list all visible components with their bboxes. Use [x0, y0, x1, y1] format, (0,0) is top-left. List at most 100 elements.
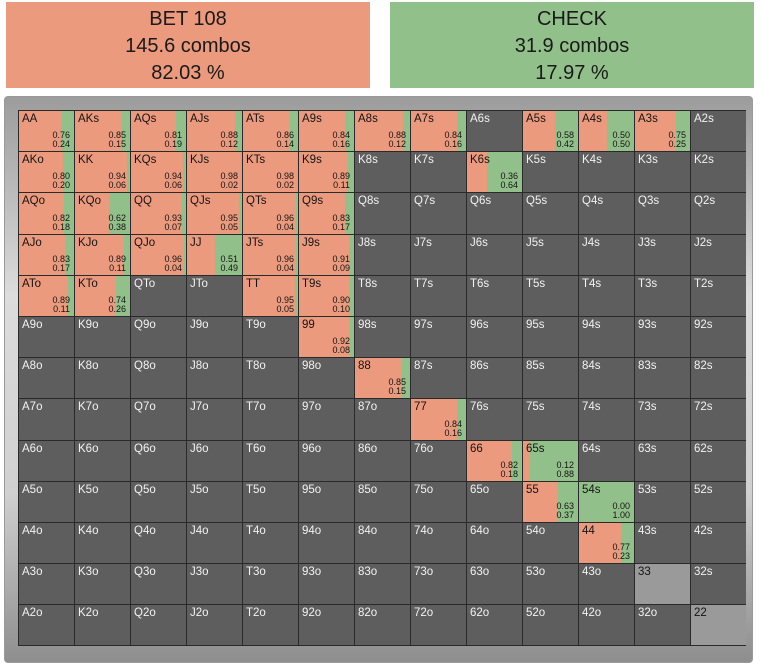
- hand-cell[interactable]: K4s: [579, 152, 634, 193]
- hand-cell[interactable]: AKo 0.80 0.20: [19, 152, 74, 193]
- hand-cell[interactable]: A6s: [467, 111, 522, 152]
- hand-cell[interactable]: Q8o: [131, 358, 186, 399]
- hand-cell[interactable]: Q8s: [355, 193, 410, 234]
- hand-cell[interactable]: AJo 0.83 0.17: [19, 234, 74, 275]
- hand-cell[interactable]: KJo 0.89 0.11: [75, 234, 130, 275]
- hand-cell[interactable]: 72s: [691, 399, 746, 440]
- hand-cell[interactable]: J3s: [635, 234, 690, 275]
- hand-cell[interactable]: KTo 0.74 0.26: [75, 275, 130, 316]
- hand-cell[interactable]: T9o: [243, 316, 298, 358]
- hand-cell[interactable]: T2o: [243, 605, 298, 646]
- hand-cell[interactable]: A9o: [19, 316, 74, 358]
- hand-cell[interactable]: 85s: [523, 358, 578, 399]
- hand-cell[interactable]: A8s 0.88 0.12: [355, 111, 410, 152]
- hand-cell[interactable]: J9s 0.91 0.09: [299, 234, 354, 275]
- hand-cell[interactable]: 77 0.84 0.16: [411, 399, 466, 440]
- hand-cell[interactable]: 32o: [635, 605, 690, 646]
- hand-cell[interactable]: 87o: [355, 399, 410, 440]
- hand-cell[interactable]: K6s 0.36 0.64: [467, 152, 522, 193]
- hand-cell[interactable]: 94s: [579, 316, 634, 358]
- hand-cell[interactable]: J5o: [187, 481, 242, 522]
- hand-cell[interactable]: J9o: [187, 316, 242, 358]
- hand-cell[interactable]: KQo 0.62 0.38: [75, 193, 130, 234]
- hand-cell[interactable]: 43s: [635, 522, 690, 564]
- hand-cell[interactable]: 97o: [299, 399, 354, 440]
- hand-cell[interactable]: T3o: [243, 564, 298, 605]
- hand-cell[interactable]: 87s: [411, 358, 466, 399]
- hand-cell[interactable]: 63s: [635, 440, 690, 481]
- hand-cell[interactable]: 62o: [467, 605, 522, 646]
- hand-cell[interactable]: 62s: [691, 440, 746, 481]
- hand-cell[interactable]: JJ 0.51 0.49: [187, 234, 242, 275]
- hand-cell[interactable]: J3o: [187, 564, 242, 605]
- hand-cell[interactable]: K5o: [75, 481, 130, 522]
- hand-cell[interactable]: 94o: [299, 522, 354, 564]
- hand-cell[interactable]: 82o: [355, 605, 410, 646]
- hand-cell[interactable]: 98o: [299, 358, 354, 399]
- hand-cell[interactable]: 42o: [579, 605, 634, 646]
- hand-cell[interactable]: QJs 0.95 0.05: [187, 193, 242, 234]
- hand-cell[interactable]: 44 0.77 0.23: [579, 522, 634, 564]
- hand-cell[interactable]: AQs 0.81 0.19: [131, 111, 186, 152]
- hand-cell[interactable]: 53s: [635, 481, 690, 522]
- hand-cell[interactable]: A6o: [19, 440, 74, 481]
- hand-cell[interactable]: J7o: [187, 399, 242, 440]
- hand-cell[interactable]: 66 0.82 0.18: [467, 440, 522, 481]
- hand-cell[interactable]: Q4o: [131, 522, 186, 564]
- hand-cell[interactable]: 96o: [299, 440, 354, 481]
- hand-cell[interactable]: 83o: [355, 564, 410, 605]
- hand-cell[interactable]: Q6s: [467, 193, 522, 234]
- hand-cell[interactable]: 65s 0.12 0.88: [523, 440, 578, 481]
- hand-cell[interactable]: 95s: [523, 316, 578, 358]
- hand-cell[interactable]: 99 0.92 0.08: [299, 316, 354, 358]
- hand-cell[interactable]: AQo 0.82 0.18: [19, 193, 74, 234]
- hand-cell[interactable]: K7o: [75, 399, 130, 440]
- hand-cell[interactable]: ATs 0.86 0.14: [243, 111, 298, 152]
- hand-cell[interactable]: 76s: [467, 399, 522, 440]
- hand-cell[interactable]: KTs 0.98 0.02: [243, 152, 298, 193]
- hand-cell[interactable]: A5o: [19, 481, 74, 522]
- hand-cell[interactable]: J5s: [523, 234, 578, 275]
- hand-cell[interactable]: 97s: [411, 316, 466, 358]
- hand-cell[interactable]: Q5s: [523, 193, 578, 234]
- hand-cell[interactable]: QJo 0.96 0.04: [131, 234, 186, 275]
- hand-cell[interactable]: Q3o: [131, 564, 186, 605]
- hand-cell[interactable]: AJs 0.88 0.12: [187, 111, 242, 152]
- hand-cell[interactable]: 63o: [467, 564, 522, 605]
- hand-cell[interactable]: J2s: [691, 234, 746, 275]
- hand-cell[interactable]: J6s: [467, 234, 522, 275]
- hand-cell[interactable]: 93s: [635, 316, 690, 358]
- hand-cell[interactable]: 88 0.85 0.15: [355, 358, 410, 399]
- hand-cell[interactable]: Q2s: [691, 193, 746, 234]
- hand-cell[interactable]: 42s: [691, 522, 746, 564]
- hand-cell[interactable]: 64o: [467, 522, 522, 564]
- hand-cell[interactable]: K5s: [523, 152, 578, 193]
- hand-cell[interactable]: 83s: [635, 358, 690, 399]
- hand-cell[interactable]: Q3s: [635, 193, 690, 234]
- hand-cell[interactable]: J4o: [187, 522, 242, 564]
- hand-cell[interactable]: T4s: [579, 275, 634, 316]
- hand-cell[interactable]: 74s: [579, 399, 634, 440]
- hand-cell[interactable]: K6o: [75, 440, 130, 481]
- hand-cell[interactable]: 76o: [411, 440, 466, 481]
- hand-cell[interactable]: Q5o: [131, 481, 186, 522]
- hand-cell[interactable]: K4o: [75, 522, 130, 564]
- hand-cell[interactable]: 85o: [355, 481, 410, 522]
- hand-cell[interactable]: T5s: [523, 275, 578, 316]
- hand-cell[interactable]: K2o: [75, 605, 130, 646]
- hand-cell[interactable]: Q7o: [131, 399, 186, 440]
- hand-cell[interactable]: 75s: [523, 399, 578, 440]
- hand-cell[interactable]: 72o: [411, 605, 466, 646]
- hand-cell[interactable]: J4s: [579, 234, 634, 275]
- hand-cell[interactable]: 22: [691, 605, 746, 646]
- hand-cell[interactable]: TT 0.95 0.05: [243, 275, 298, 316]
- hand-cell[interactable]: A9s 0.84 0.16: [299, 111, 354, 152]
- hand-cell[interactable]: T5o: [243, 481, 298, 522]
- hand-cell[interactable]: A4o: [19, 522, 74, 564]
- hand-cell[interactable]: 55 0.63 0.37: [523, 481, 578, 522]
- hand-cell[interactable]: 86s: [467, 358, 522, 399]
- hand-cell[interactable]: T8s: [355, 275, 410, 316]
- hand-cell[interactable]: J6o: [187, 440, 242, 481]
- hand-cell[interactable]: T6s: [467, 275, 522, 316]
- hand-cell[interactable]: KK 0.94 0.06: [75, 152, 130, 193]
